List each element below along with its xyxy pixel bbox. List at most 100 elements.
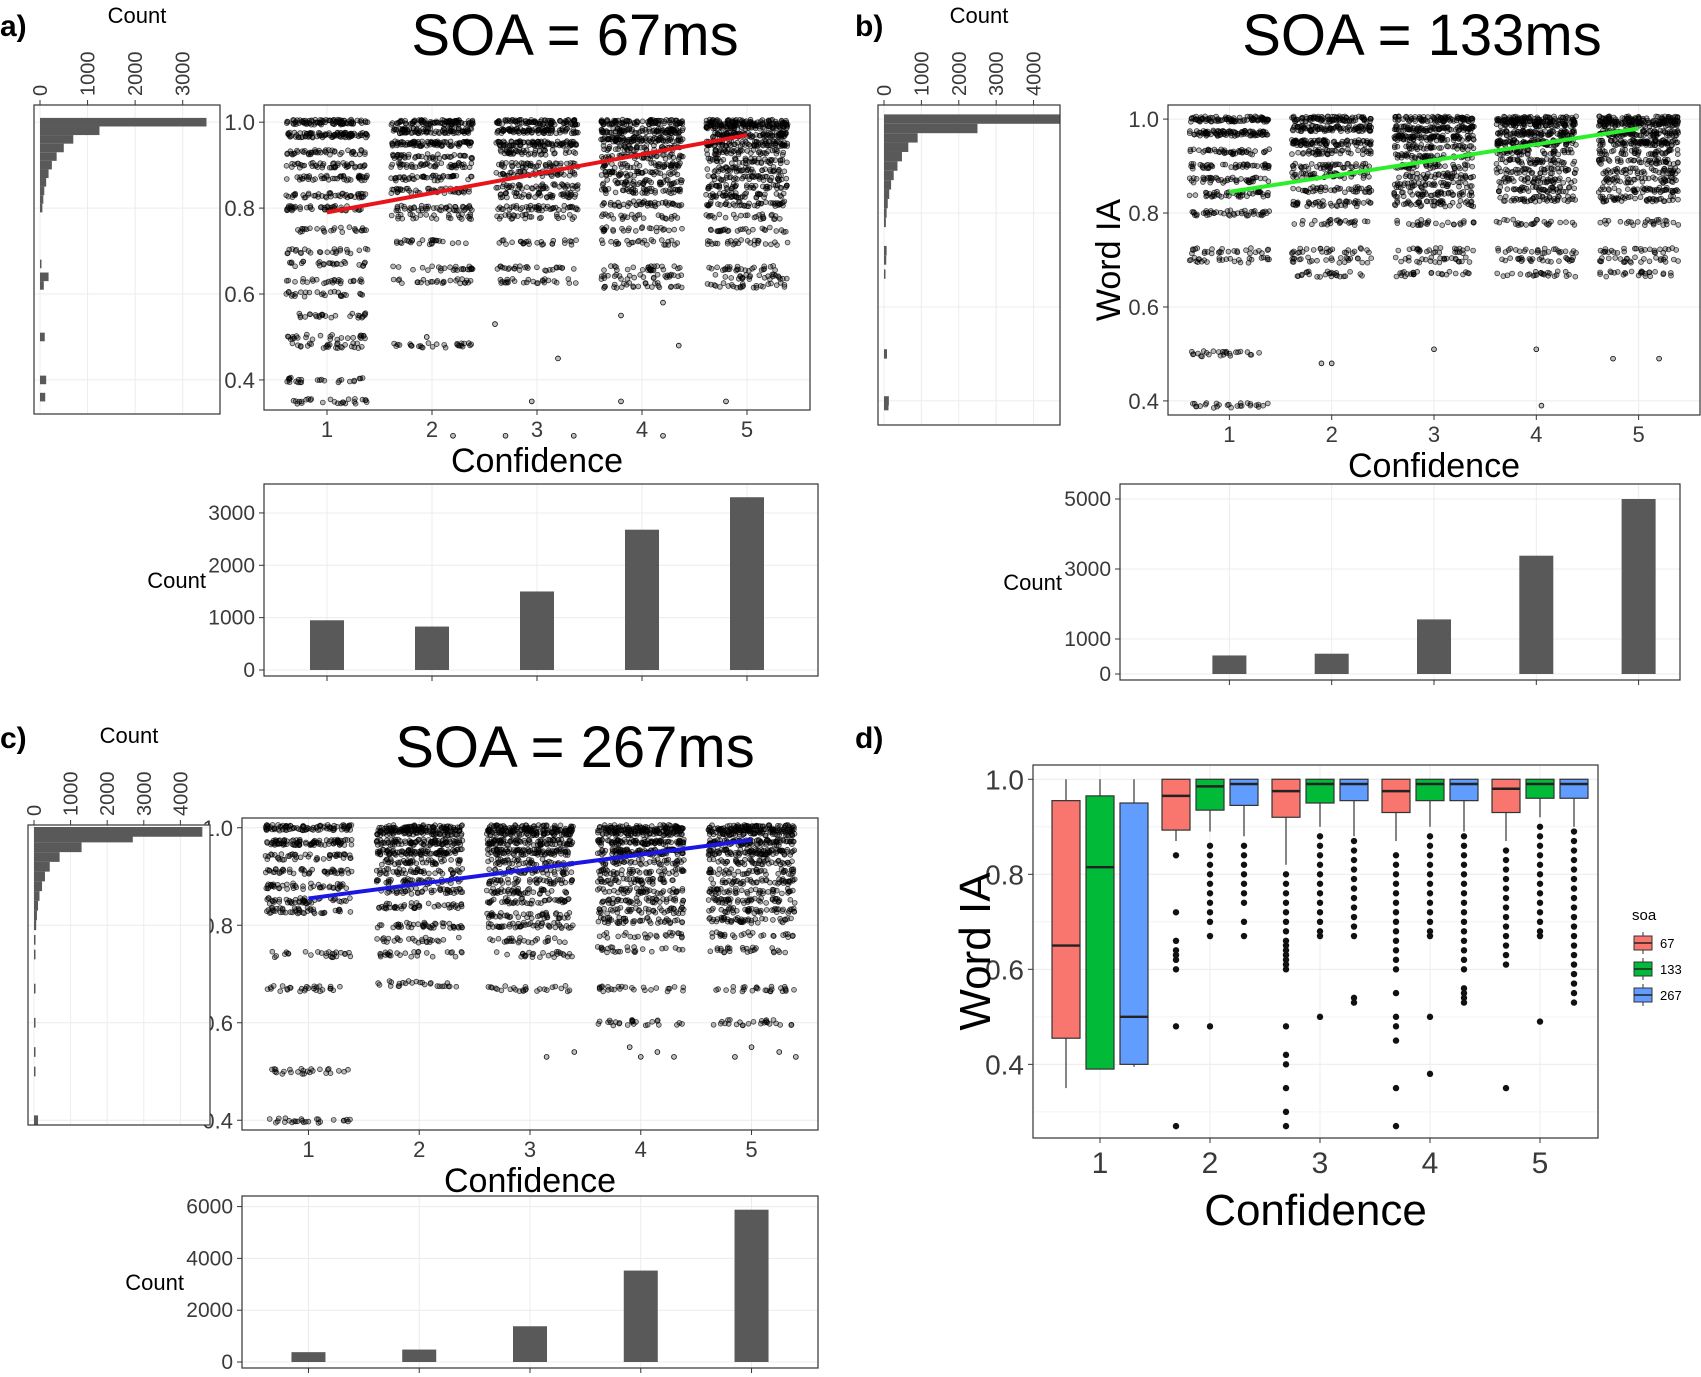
data-point (497, 194, 504, 201)
histogram-bar (40, 169, 49, 179)
data-point (308, 396, 315, 402)
data-point (348, 192, 355, 199)
data-point (660, 432, 666, 439)
data-point (1436, 114, 1442, 120)
count-bar (625, 529, 659, 670)
data-point (1312, 217, 1318, 224)
data-point (390, 128, 397, 134)
data-point (733, 215, 739, 221)
data-point (715, 201, 721, 207)
data-point (1327, 247, 1333, 254)
data-point (733, 194, 740, 201)
data-point (449, 142, 455, 149)
data-point (453, 164, 460, 171)
data-point (739, 281, 746, 287)
data-point (652, 190, 658, 196)
data-point (1252, 208, 1258, 214)
data-point (663, 216, 670, 222)
y-tick-label: 1.0 (224, 110, 255, 135)
data-point (1358, 185, 1365, 192)
data-point (1295, 149, 1301, 156)
data-point (1368, 255, 1374, 262)
data-point (1303, 142, 1310, 149)
data-point (708, 227, 714, 234)
data-point (1265, 189, 1271, 196)
data-point (510, 203, 517, 210)
data-point (631, 274, 637, 281)
data-point (309, 134, 316, 141)
data-point (1355, 147, 1361, 154)
data-point (707, 155, 714, 162)
histogram-bar (40, 375, 47, 385)
count-bar (520, 591, 554, 670)
data-point (1345, 257, 1352, 264)
data-point (719, 142, 726, 148)
data-point (1289, 151, 1295, 157)
data-point (1342, 201, 1348, 207)
data-point (449, 173, 456, 179)
data-point (728, 275, 734, 281)
data-point (628, 128, 635, 134)
data-point (419, 264, 426, 271)
data-point (339, 229, 346, 235)
data-point (340, 120, 347, 126)
data-point (1324, 221, 1331, 228)
data-point (1416, 127, 1422, 134)
data-point (649, 120, 655, 126)
data-point (648, 225, 654, 232)
data-point (358, 343, 365, 350)
x-axis-label: Confidence (451, 442, 623, 480)
data-point (542, 267, 548, 274)
data-point (1258, 212, 1265, 219)
data-point (450, 267, 457, 274)
data-point (503, 190, 509, 196)
data-point (624, 203, 631, 210)
data-point (1318, 221, 1325, 228)
data-point (630, 138, 637, 144)
data-point (1207, 179, 1213, 186)
data-point (756, 148, 763, 155)
data-point (675, 265, 681, 272)
data-point (450, 120, 457, 126)
data-point (1308, 161, 1315, 167)
data-point (714, 240, 721, 247)
data-point (552, 204, 559, 211)
data-point (420, 128, 427, 135)
data-point (395, 160, 402, 167)
data-point (1346, 220, 1352, 226)
data-point (1218, 194, 1225, 200)
data-point (1258, 255, 1265, 261)
data-point (1300, 187, 1306, 194)
data-point (613, 238, 620, 245)
data-point (1300, 151, 1306, 157)
data-point (1319, 151, 1325, 157)
data-point (1290, 138, 1297, 145)
data-point (410, 266, 416, 273)
data-point (764, 142, 770, 149)
data-point (1232, 165, 1239, 171)
data-point (317, 204, 324, 211)
data-point (463, 277, 470, 284)
data-point (499, 237, 506, 244)
data-point (296, 310, 303, 317)
data-point (651, 142, 657, 149)
data-point (1345, 141, 1352, 148)
data-point (526, 142, 533, 148)
data-point (668, 190, 674, 197)
data-point (363, 397, 369, 403)
data-point (529, 185, 536, 192)
data-point (1362, 141, 1368, 148)
data-point (461, 152, 468, 159)
data-point (497, 263, 504, 270)
data-point (1314, 257, 1320, 264)
data-point (676, 120, 683, 126)
data-point (536, 190, 542, 197)
data-point (516, 193, 522, 200)
data-point (626, 272, 633, 279)
data-point (1264, 256, 1271, 263)
data-point (1431, 115, 1438, 122)
data-point (314, 289, 321, 295)
data-point (717, 176, 724, 183)
data-point (536, 215, 543, 222)
data-point (771, 216, 778, 222)
